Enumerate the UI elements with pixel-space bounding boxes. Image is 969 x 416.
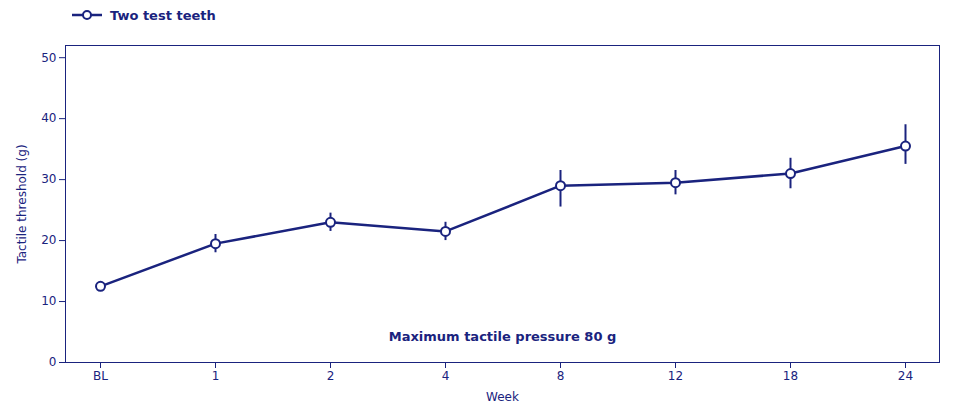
- svg-text:0: 0: [49, 355, 57, 369]
- svg-text:10: 10: [41, 294, 56, 308]
- svg-text:20: 20: [41, 233, 56, 247]
- svg-text:40: 40: [41, 111, 56, 125]
- svg-text:4: 4: [442, 369, 450, 383]
- svg-text:1: 1: [212, 369, 220, 383]
- html-text:Two test teeth: Two test teeth: [110, 7, 216, 23]
- svg-text:50: 50: [41, 51, 56, 65]
- svg-text:BL: BL: [93, 369, 108, 383]
- svg-text:12: 12: [668, 369, 683, 383]
- svg-text:2: 2: [327, 369, 335, 383]
- svg-text:24: 24: [898, 369, 913, 383]
- svg-text:Tactile threshold (g): Tactile threshold (g): [15, 144, 29, 264]
- svg-text:18: 18: [783, 369, 798, 383]
- svg-text:Maximum tactile pressure 80 g: Maximum tactile pressure 80 g: [389, 329, 617, 344]
- svg-text:30: 30: [41, 172, 56, 186]
- svg-text:8: 8: [557, 369, 565, 383]
- svg-text:Week: Week: [486, 390, 519, 404]
